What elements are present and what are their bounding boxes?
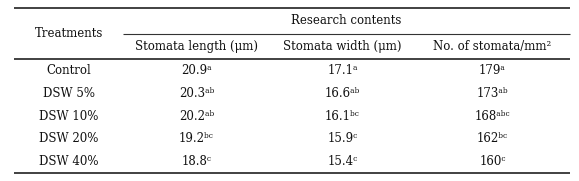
Text: Stomata length (μm): Stomata length (μm)	[135, 40, 258, 53]
Text: Control: Control	[46, 64, 91, 77]
Text: 173ᵃᵇ: 173ᵃᵇ	[477, 87, 508, 100]
Text: 17.1ᵃ: 17.1ᵃ	[327, 64, 358, 77]
Text: DSW 20%: DSW 20%	[39, 132, 98, 145]
Text: 15.4ᶜ: 15.4ᶜ	[327, 155, 358, 168]
Text: 19.2ᵇᶜ: 19.2ᵇᶜ	[179, 132, 214, 145]
Text: 16.6ᵃᵇ: 16.6ᵃᵇ	[325, 87, 360, 100]
Text: DSW 5%: DSW 5%	[43, 87, 95, 100]
Text: 20.3ᵃᵇ: 20.3ᵃᵇ	[179, 87, 214, 100]
Text: DSW 40%: DSW 40%	[39, 155, 98, 168]
Text: Treatments: Treatments	[35, 27, 103, 40]
Text: 18.8ᶜ: 18.8ᶜ	[181, 155, 211, 168]
Text: 20.9ᵃ: 20.9ᵃ	[181, 64, 212, 77]
Text: 168ᵃᵇᶜ: 168ᵃᵇᶜ	[475, 110, 510, 123]
Text: No. of stomata/mm²: No. of stomata/mm²	[433, 40, 552, 53]
Text: 162ᵇᶜ: 162ᵇᶜ	[477, 132, 508, 145]
Text: 179ᵃ: 179ᵃ	[479, 64, 506, 77]
Text: DSW 10%: DSW 10%	[39, 110, 98, 123]
Text: 160ᶜ: 160ᶜ	[479, 155, 505, 168]
Text: Research contents: Research contents	[291, 14, 402, 27]
Text: 20.2ᵃᵇ: 20.2ᵃᵇ	[179, 110, 214, 123]
Text: 15.9ᶜ: 15.9ᶜ	[327, 132, 358, 145]
Text: Stomata width (μm): Stomata width (μm)	[283, 40, 402, 53]
Text: 16.1ᵇᶜ: 16.1ᵇᶜ	[325, 110, 360, 123]
